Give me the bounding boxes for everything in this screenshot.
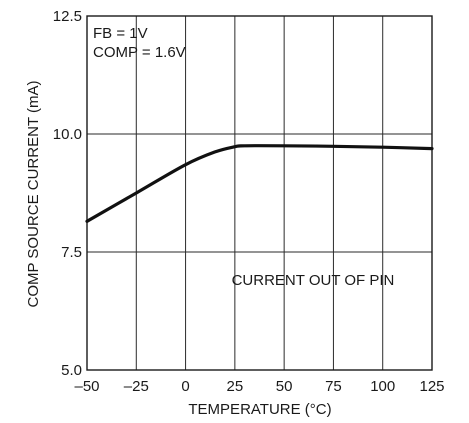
annotation-comp: COMP = 1.6V [93,44,186,61]
x-tick-label: 100 [370,378,395,395]
x-tick-label: 50 [276,378,293,395]
x-tick-label: 25 [227,378,244,395]
x-tick-label: 75 [325,378,342,395]
x-tick-labels: –50 –25 0 25 50 75 100 125 [74,378,444,395]
y-tick-labels: 5.0 7.5 10.0 12.5 [53,8,82,379]
x-tick-label: 0 [181,378,189,395]
y-tick-label: 5.0 [61,362,82,379]
annotation-current-out-of-pin: CURRENT OUT OF PIN [232,272,395,289]
series-line [85,144,434,223]
x-axis-title: TEMPERATURE (°C) [188,401,331,418]
y-axis-title: COMP SOURCE CURRENT (mA) [25,81,42,308]
annotation-fb: FB = 1V [93,25,148,42]
x-tick-label: 125 [419,378,444,395]
plot-frame [86,15,433,371]
y-tick-label: 7.5 [61,244,82,261]
x-tick-label: –50 [74,378,99,395]
y-tick-label: 10.0 [53,126,82,143]
grid [87,16,432,370]
y-tick-label: 12.5 [53,8,82,25]
x-tick-label: –25 [124,378,149,395]
